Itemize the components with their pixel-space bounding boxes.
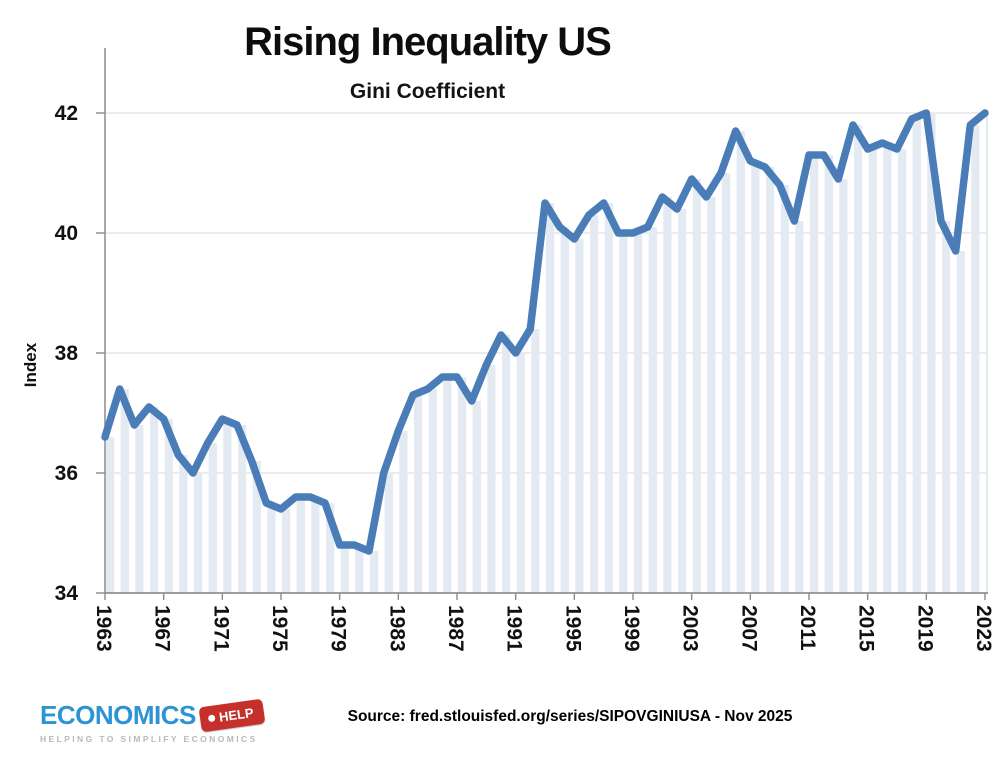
x-axis-label: 2003 xyxy=(679,605,702,652)
y-axis-label: 40 xyxy=(55,222,78,245)
year-column xyxy=(956,251,965,593)
x-axis-label: 1979 xyxy=(327,605,350,652)
year-column xyxy=(531,329,540,593)
x-axis-label: 2015 xyxy=(855,605,878,652)
year-column xyxy=(766,167,775,593)
x-axis-label: 2011 xyxy=(796,605,819,651)
x-axis-label: 1983 xyxy=(385,605,408,652)
year-column xyxy=(370,551,379,593)
y-axis-label: 36 xyxy=(55,462,78,485)
y-axis-label: 38 xyxy=(55,342,79,365)
year-column xyxy=(150,407,159,593)
x-axis-label: 1975 xyxy=(268,605,291,652)
year-column xyxy=(428,389,437,593)
year-column xyxy=(120,389,129,593)
year-column xyxy=(267,503,276,593)
year-column xyxy=(238,425,247,593)
year-column xyxy=(311,497,320,593)
year-column xyxy=(898,149,907,593)
logo-help-tag: HELP xyxy=(198,698,265,733)
x-axis-label: 1995 xyxy=(561,605,584,652)
year-column xyxy=(340,545,349,593)
year-column xyxy=(971,125,980,593)
year-column xyxy=(883,143,892,593)
year-column xyxy=(414,395,423,593)
year-column xyxy=(179,455,188,593)
year-column xyxy=(399,431,408,593)
year-column xyxy=(722,173,731,593)
economicshelp-logo: ECONOMICS HELP HELPING TO SIMPLIFY ECONO… xyxy=(40,698,320,744)
y-axis-label: 42 xyxy=(55,102,78,125)
x-axis-label: 1967 xyxy=(151,605,174,652)
year-column xyxy=(326,503,335,593)
year-column xyxy=(986,113,988,593)
year-column xyxy=(458,377,467,593)
year-column xyxy=(560,227,569,593)
chart-subtitle: Gini Coefficient xyxy=(349,80,506,103)
x-axis-label: 2007 xyxy=(737,605,760,652)
year-column xyxy=(443,377,452,593)
year-column xyxy=(780,185,789,593)
year-column xyxy=(942,221,951,593)
year-column xyxy=(927,113,936,593)
year-column xyxy=(868,149,877,593)
year-column xyxy=(736,131,745,593)
logo-text: ECONOMICS xyxy=(40,700,196,730)
year-column xyxy=(384,473,393,593)
gini-line-chart: 34 36 38 40 42 1963 1967 1971 1975 1979 1983 1987 19… xyxy=(21,48,995,652)
year-column xyxy=(663,197,672,593)
year-column xyxy=(208,443,217,593)
x-axis-label: 2023 xyxy=(972,605,995,652)
tag-hole-icon xyxy=(207,714,216,723)
year-column xyxy=(678,209,687,593)
year-column xyxy=(590,215,599,593)
year-column xyxy=(516,353,525,593)
year-column xyxy=(106,437,115,593)
year-column xyxy=(854,125,863,593)
year-column xyxy=(355,545,364,593)
year-column xyxy=(282,509,291,593)
x-axis-label: 2019 xyxy=(913,605,936,652)
year-column xyxy=(135,425,144,593)
year-column xyxy=(194,473,203,593)
year-column xyxy=(824,155,833,593)
year-column xyxy=(164,419,173,593)
x-axis-label: 1971 xyxy=(209,605,232,652)
page-title: Rising Inequality US xyxy=(244,20,612,64)
source-attribution: Source: fred.stlouisfed.org/series/SIPOV… xyxy=(347,708,793,725)
x-axis-label: 1987 xyxy=(444,605,467,652)
year-column xyxy=(252,461,261,593)
year-column xyxy=(912,119,921,593)
year-column xyxy=(296,497,305,593)
year-column xyxy=(751,161,760,593)
year-column xyxy=(487,365,496,593)
year-column xyxy=(502,335,511,593)
year-column xyxy=(692,179,701,593)
logo-tag-label: HELP xyxy=(217,705,255,725)
logo-tagline: HELPING TO SIMPLIFY ECONOMICS xyxy=(40,734,258,744)
year-column xyxy=(546,203,555,593)
y-axis-title: Index xyxy=(21,342,40,387)
year-column xyxy=(634,233,643,593)
year-column xyxy=(707,197,716,593)
year-column xyxy=(575,239,584,593)
year-column xyxy=(810,155,819,593)
year-column xyxy=(619,233,628,593)
x-axis-label: 1991 xyxy=(503,605,526,652)
x-axis-label: 1963 xyxy=(92,605,115,652)
gini-line xyxy=(101,109,989,555)
year-column xyxy=(648,227,657,593)
y-axis-label: 34 xyxy=(55,582,79,605)
year-column xyxy=(795,221,804,593)
year-column xyxy=(604,203,613,593)
year-column xyxy=(839,179,848,593)
x-axis-label: 1999 xyxy=(620,605,643,652)
year-column xyxy=(472,401,481,593)
year-columns xyxy=(106,113,988,593)
year-column xyxy=(223,419,232,593)
